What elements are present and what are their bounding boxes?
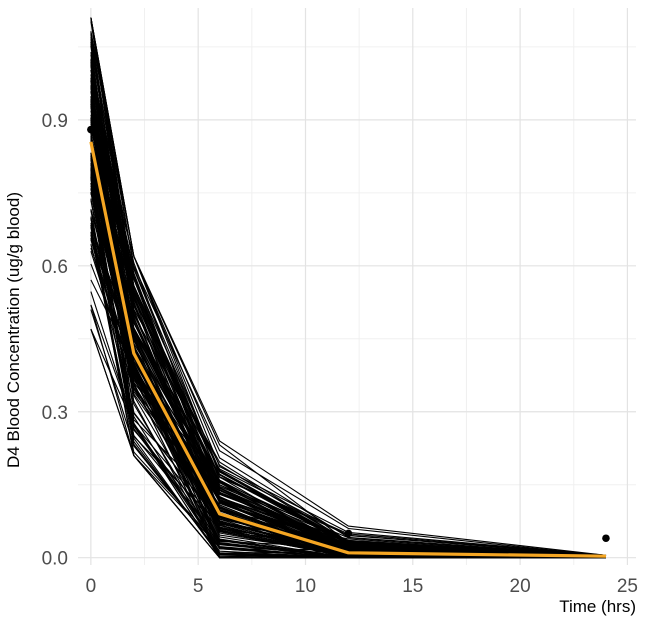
simulation-line	[90, 66, 607, 558]
y-tick-label: 0.9	[42, 111, 68, 132]
x-tick-label: 15	[402, 576, 423, 597]
simulation-line	[90, 54, 607, 558]
y-tick-label: 0.0	[42, 549, 68, 570]
simulation-line	[90, 100, 607, 556]
y-axis-title: D4 Blood Concentration (ug/g blood)	[4, 192, 23, 468]
simulation-line	[90, 58, 607, 557]
simulation-line	[90, 156, 607, 559]
x-tick-label: 5	[193, 576, 204, 597]
simulation-line	[90, 137, 607, 557]
simulation-line	[90, 64, 607, 556]
simulation-line	[90, 31, 607, 556]
x-axis-title: Time (hrs)	[559, 597, 636, 616]
simulation-line	[90, 188, 607, 559]
observed-point	[87, 125, 95, 134]
observed-point	[602, 534, 610, 543]
simulation-line	[90, 63, 607, 557]
simulation-line	[90, 74, 607, 557]
simulation-lines	[90, 17, 607, 559]
simulation-line	[90, 32, 607, 557]
simulation-line	[90, 61, 607, 557]
simulation-line	[90, 69, 607, 557]
simulation-line	[90, 77, 607, 557]
simulation-line	[90, 45, 607, 557]
median-line-layer	[89, 141, 607, 558]
simulation-line	[90, 60, 607, 557]
simulation-line	[90, 136, 607, 559]
y-axis-ticks: 0.0 0.3 0.6 0.9	[42, 111, 68, 570]
median-line	[89, 141, 607, 558]
simulation-line	[90, 309, 606, 559]
simulation-line	[90, 61, 607, 557]
simulation-line	[90, 139, 607, 557]
grid-layer	[78, 8, 636, 565]
simulation-line	[90, 62, 607, 557]
simulation-line	[90, 17, 607, 556]
observed-point	[344, 529, 353, 538]
simulation-line	[90, 135, 607, 557]
x-axis-ticks: 0 5 10 15 20 25	[86, 576, 638, 597]
simulation-line	[90, 60, 607, 557]
simulation-line	[90, 21, 607, 557]
simulation-line	[90, 132, 607, 559]
simulation-line	[90, 251, 607, 558]
x-tick-label: 0	[86, 576, 97, 597]
x-tick-label: 25	[617, 576, 638, 597]
observed-points	[87, 125, 610, 543]
y-tick-label: 0.6	[42, 257, 68, 278]
y-tick-label: 0.3	[42, 403, 68, 424]
simulation-line	[90, 52, 607, 558]
x-tick-label: 10	[295, 576, 316, 597]
simulation-line	[90, 247, 607, 559]
simulation-line	[90, 79, 607, 557]
simulation-line	[90, 69, 607, 556]
x-tick-label: 20	[510, 576, 531, 597]
